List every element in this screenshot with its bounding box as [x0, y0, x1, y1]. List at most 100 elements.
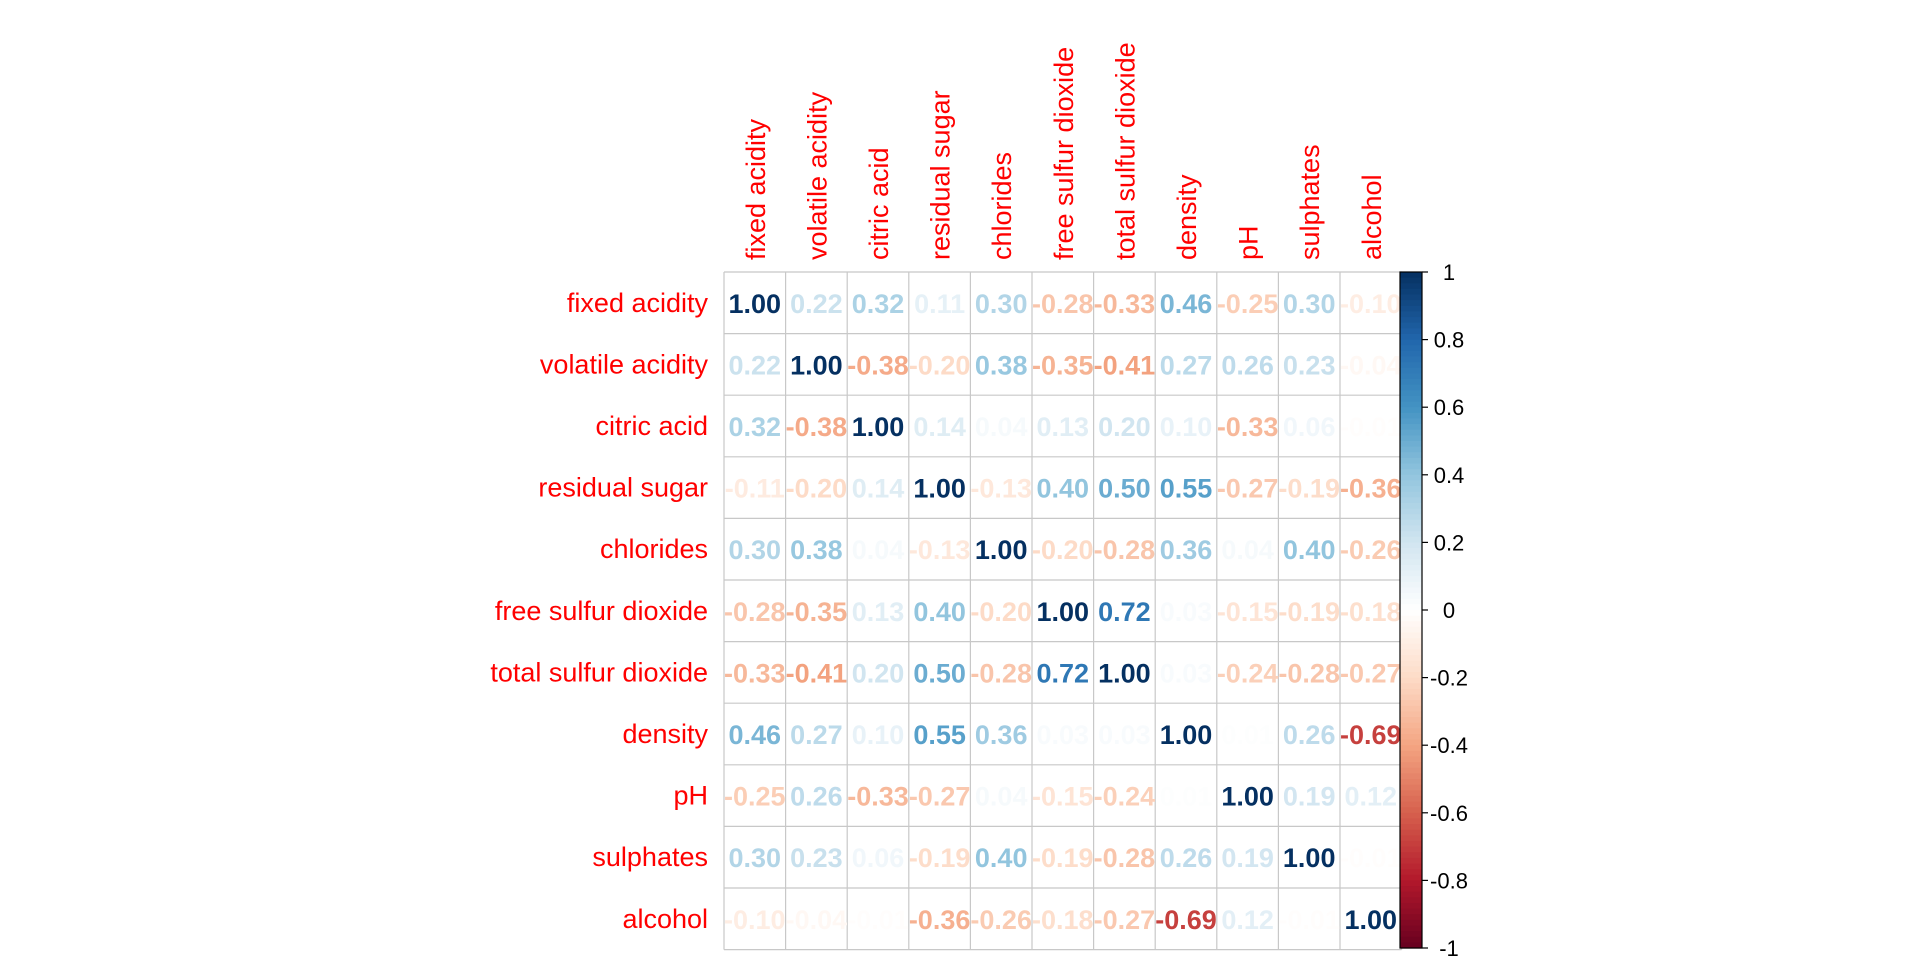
cell-value-free-sulfur-dioxide--free-sulfur-dioxide: 1.00: [1037, 597, 1090, 627]
colorbar-segment: [1400, 311, 1422, 318]
colorbar-segment: [1400, 452, 1422, 459]
colorbar-segment: [1400, 902, 1422, 910]
colorbar-segment: [1400, 829, 1422, 836]
column-label-fixed-acidity: fixed acidity: [741, 118, 771, 260]
cell-value-volatile-acidity--total-sulfur-dioxide: -0.41: [1094, 350, 1156, 380]
cell-value-chlorides--total-sulfur-dioxide: -0.28: [1094, 535, 1156, 565]
cell-value-sulphates--total-sulfur-dioxide: -0.28: [1094, 843, 1156, 873]
cell-value-chlorides--citric-acid: 0.04: [852, 535, 905, 565]
colorbar-tick-label: -0.4: [1430, 733, 1468, 758]
colorbar-tick-label: -0.8: [1430, 868, 1468, 893]
colorbar-segment: [1400, 435, 1422, 442]
colorbar-segment: [1400, 891, 1422, 898]
cell-value-total-sulfur-dioxide--citric-acid: 0.20: [852, 658, 905, 688]
colorbar-segment: [1400, 300, 1422, 307]
cell-value-fixed-acidity--alcohol: -0.10: [1340, 289, 1402, 319]
cell-value-volatile-acidity--ph: 0.26: [1221, 350, 1274, 380]
colorbar-segment: [1400, 863, 1422, 870]
colorbar-segment: [1400, 711, 1422, 718]
colorbar-segment: [1400, 345, 1422, 352]
cell-value-ph--total-sulfur-dioxide: -0.24: [1094, 782, 1156, 812]
cell-value-citric-acid--residual-sugar: 0.14: [913, 412, 966, 442]
cell-value-ph--fixed-acidity: -0.25: [724, 782, 786, 812]
cell-value-total-sulfur-dioxide--free-sulfur-dioxide: 0.72: [1037, 658, 1090, 688]
colorbar-segment: [1400, 531, 1422, 538]
cell-value-fixed-acidity--chlorides: 0.30: [975, 289, 1028, 319]
cell-value-citric-acid--ph: -0.33: [1217, 412, 1279, 442]
colorbar-segment: [1400, 581, 1422, 589]
column-label-density: density: [1172, 174, 1202, 260]
colorbar-segment: [1400, 502, 1422, 510]
cell-value-total-sulfur-dioxide--ph: -0.24: [1217, 658, 1279, 688]
colorbar-segment: [1400, 840, 1422, 848]
cell-value-alcohol--residual-sugar: -0.36: [909, 905, 971, 935]
cell-value-free-sulfur-dioxide--residual-sugar: 0.40: [913, 597, 966, 627]
colorbar-segment: [1400, 412, 1422, 420]
colorbar-segment: [1400, 688, 1422, 696]
colorbar-tick-label: 0.6: [1434, 395, 1465, 420]
column-label-residual-sugar: residual sugar: [926, 90, 956, 260]
colorbar-segment: [1400, 519, 1422, 527]
colorbar-segment: [1400, 576, 1422, 583]
colorbar-segment: [1400, 750, 1422, 758]
cell-value-residual-sugar--chlorides: -0.13: [970, 474, 1032, 504]
colorbar-tick-label: 1: [1443, 260, 1455, 285]
row-label-residual-sugar: residual sugar: [538, 473, 708, 503]
column-label-free-sulfur-dioxide: free sulfur dioxide: [1049, 47, 1079, 260]
cell-value-ph--citric-acid: -0.33: [847, 782, 909, 812]
cell-value-density--total-sulfur-dioxide: 0.03: [1098, 720, 1151, 750]
colorbar-segment: [1400, 762, 1422, 769]
cell-value-volatile-acidity--fixed-acidity: 0.22: [729, 350, 782, 380]
colorbar-tick-label: 0: [1443, 598, 1455, 623]
colorbar-segment: [1400, 384, 1422, 391]
colorbar-segment: [1400, 919, 1422, 927]
cell-value-chlorides--volatile-acidity: 0.38: [790, 535, 843, 565]
cell-value-density--fixed-acidity: 0.46: [729, 720, 782, 750]
cell-value-labels: 1.00 0.22 0.32 0.11 0.30 -0.28 -0.33 0.46 -0.25 0…: [724, 289, 1402, 935]
colorbar-segment: [1400, 288, 1422, 296]
colorbar-segment: [1400, 773, 1422, 780]
colorbar-segment: [1400, 756, 1422, 763]
cell-value-sulphates--residual-sugar: -0.19: [909, 843, 971, 873]
colorbar: 1 0.8 0.6 0.4 0.2 0 -0.2 -0.4 -0.6 -0.8 -1: [1399, 260, 1468, 961]
colorbar-segment: [1400, 880, 1422, 887]
cell-value-density--sulphates: 0.26: [1283, 720, 1336, 750]
cell-value-total-sulfur-dioxide--residual-sugar: 0.50: [913, 658, 966, 688]
cell-value-citric-acid--total-sulfur-dioxide: 0.20: [1098, 412, 1151, 442]
cell-value-alcohol--density: -0.69: [1155, 905, 1217, 935]
colorbar-segment: [1400, 671, 1422, 679]
colorbar-segment: [1400, 694, 1422, 701]
colorbar-segment: [1400, 362, 1422, 369]
cell-value-sulphates--free-sulfur-dioxide: -0.19: [1032, 843, 1094, 873]
cell-value-chlorides--sulphates: 0.40: [1283, 535, 1336, 565]
cell-value-total-sulfur-dioxide--alcohol: -0.27: [1340, 658, 1402, 688]
cell-value-chlorides--alcohol: -0.26: [1340, 535, 1402, 565]
colorbar-tick-label: -0.6: [1430, 801, 1468, 826]
colorbar-segment: [1400, 846, 1422, 853]
colorbar-segment: [1400, 328, 1422, 335]
cell-value-total-sulfur-dioxide--density: 0.03: [1160, 658, 1213, 688]
cell-value-alcohol--ph: 0.12: [1221, 905, 1274, 935]
cell-value-volatile-acidity--citric-acid: -0.38: [847, 350, 909, 380]
colorbar-tick-label: -1: [1439, 936, 1459, 960]
row-label-ph: pH: [673, 781, 708, 811]
cell-value-ph--ph: 1.00: [1221, 782, 1274, 812]
colorbar-segment: [1400, 784, 1422, 791]
row-label-alcohol: alcohol: [622, 904, 708, 934]
colorbar-segment: [1400, 615, 1422, 622]
colorbar-segment: [1400, 469, 1422, 476]
row-label-fixed-acidity: fixed acidity: [567, 288, 709, 318]
column-label-ph: pH: [1234, 225, 1264, 260]
cell-value-fixed-acidity--sulphates: 0.30: [1283, 289, 1336, 319]
colorbar-segment: [1400, 942, 1422, 949]
cell-value-total-sulfur-dioxide--total-sulfur-dioxide: 1.00: [1098, 658, 1151, 688]
colorbar-segment: [1400, 350, 1422, 358]
cell-value-residual-sugar--fixed-acidity: -0.11: [725, 474, 785, 504]
cell-value-residual-sugar--citric-acid: 0.14: [852, 474, 905, 504]
colorbar-segment: [1400, 390, 1422, 397]
cell-value-free-sulfur-dioxide--density: 0.03: [1160, 597, 1213, 627]
colorbar-segment: [1400, 548, 1422, 555]
cell-value-free-sulfur-dioxide--fixed-acidity: -0.28: [724, 597, 786, 627]
